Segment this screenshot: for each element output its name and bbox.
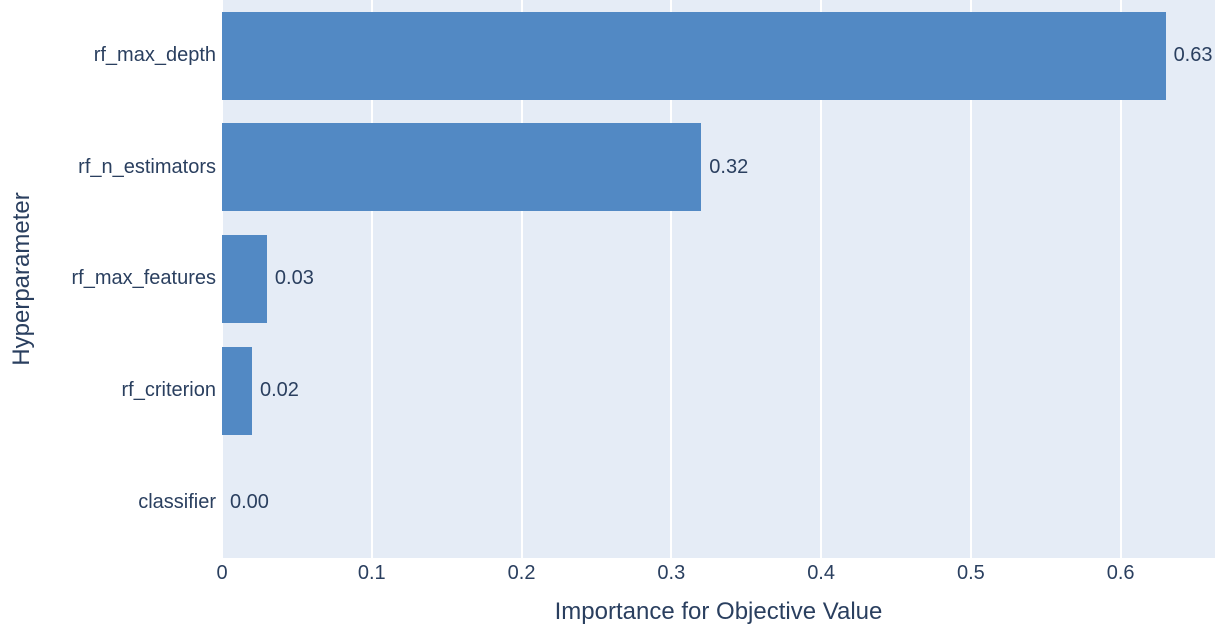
bar-rf_max_features[interactable] xyxy=(222,234,267,324)
gridline-x-0.2 xyxy=(520,0,523,558)
bar-value-label-rf_max_features: 0.03 xyxy=(274,267,314,290)
x-tick-label-0.1: 0.1 xyxy=(357,562,386,584)
y-category-label-classifier: classifier xyxy=(138,490,216,513)
bar-value-label-rf_n_estimators: 0.32 xyxy=(709,155,749,178)
bar-row-classifier: 0.00 xyxy=(222,446,1215,558)
gridline-x-0.6 xyxy=(1119,0,1122,558)
x-tick-label-0.2: 0.2 xyxy=(507,562,536,584)
x-tick-label-0: 0 xyxy=(216,562,228,584)
y-category-row-rf_n_estimators: rf_n_estimators xyxy=(0,112,216,224)
y-category-row-classifier: classifier xyxy=(0,446,216,558)
x-tick-label-0.5: 0.5 xyxy=(956,562,985,584)
y-category-label-rf_max_depth: rf_max_depth xyxy=(93,44,216,67)
bar-row-rf_max_depth: 0.63 xyxy=(222,0,1215,112)
y-category-row-rf_criterion: rf_criterion xyxy=(0,335,216,447)
x-axis-title: Importance for Objective Value xyxy=(554,598,883,625)
x-tick-label-0.4: 0.4 xyxy=(807,562,835,584)
x-axis-tick-labels: 0 0.1 0.2 0.3 0.4 0.5 0.6 xyxy=(216,560,1215,588)
bar-rows: 0.63 0.32 0.03 0.02 0.00 xyxy=(222,0,1215,558)
y-category-row-rf_max_depth: rf_max_depth xyxy=(0,0,216,112)
x-tick-label-0.6: 0.6 xyxy=(1106,562,1135,584)
bar-value-label-classifier: 0.00 xyxy=(230,490,269,513)
y-category-label-rf_n_estimators: rf_n_estimators xyxy=(78,155,216,178)
bar-value-label-rf_criterion: 0.02 xyxy=(259,379,299,402)
bar-value-label-rf_max_depth: 0.63 xyxy=(1173,44,1213,67)
plot-area: 0.63 0.32 0.03 0.02 0.00 xyxy=(221,0,1215,558)
bar-row-rf_max_features: 0.03 xyxy=(222,223,1215,335)
bar-rf_criterion[interactable] xyxy=(222,346,252,435)
x-tick-label-0.3: 0.3 xyxy=(657,562,686,584)
y-category-row-rf_max_features: rf_max_features xyxy=(0,223,216,335)
y-category-label-rf_criterion: rf_criterion xyxy=(121,379,216,402)
bar-row-rf_criterion: 0.02 xyxy=(222,335,1215,447)
y-axis-category-labels: rf_max_depth rf_n_estimators rf_max_featur… xyxy=(0,0,216,558)
bar-rf_max_depth[interactable] xyxy=(222,11,1166,100)
gridline-x-0.1 xyxy=(370,0,373,558)
gridline-x-0.3 xyxy=(670,0,673,558)
gridline-x-0.4 xyxy=(820,0,823,558)
y-category-label-rf_max_features: rf_max_features xyxy=(71,267,216,290)
bar-row-rf_n_estimators: 0.32 xyxy=(222,112,1215,224)
bar-rf_n_estimators[interactable] xyxy=(222,123,702,212)
gridline-x-0.5 xyxy=(969,0,972,558)
